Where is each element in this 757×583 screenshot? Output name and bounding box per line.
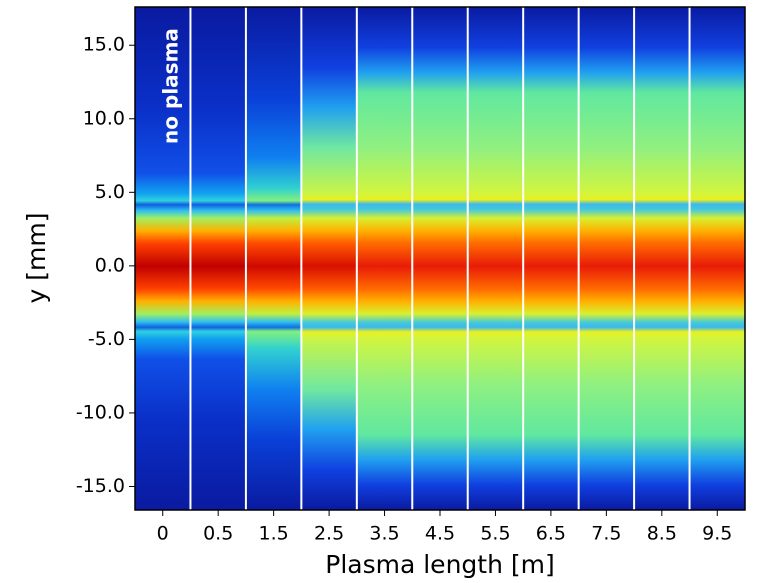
beam-panel — [135, 7, 191, 510]
y-tick-label: 15.0 — [83, 34, 125, 56]
x-tick-label: 8.5 — [647, 523, 677, 545]
panels — [135, 7, 745, 510]
x-tick-label: 1.5 — [259, 523, 289, 545]
x-tick-label: 4.5 — [425, 523, 455, 545]
y-tick-label: -15.0 — [76, 475, 125, 497]
y-axis-label: y [mm] — [22, 213, 51, 304]
x-tick-label: 6.5 — [536, 523, 566, 545]
beam-panel — [301, 7, 357, 510]
beam-panel — [356, 7, 413, 510]
beam-panel — [190, 7, 246, 510]
beam-panel — [245, 7, 302, 510]
x-tick-label: 0 — [157, 523, 169, 545]
beam-panel — [689, 7, 745, 510]
y-tick-label: 5.0 — [95, 181, 125, 203]
beam-panel — [634, 7, 690, 510]
beam-panel — [578, 7, 635, 510]
y-tick-label: 10.0 — [83, 107, 125, 129]
y-tick-label: -5.0 — [88, 328, 125, 350]
annotation: no plasma — [159, 28, 183, 144]
x-tick-label: 2.5 — [314, 523, 344, 545]
x-axis-label: Plasma length [m] — [325, 550, 554, 579]
beam-panel — [523, 7, 579, 510]
x-tick-label: 3.5 — [369, 523, 399, 545]
beam-panel — [467, 7, 524, 510]
y-tick-label: -10.0 — [76, 401, 125, 423]
x-tick-label: 5.5 — [480, 523, 510, 545]
y-tick-label: 0.0 — [95, 254, 125, 276]
x-tick-label: 7.5 — [591, 523, 621, 545]
beam-panel — [412, 7, 468, 510]
x-tick-label: 0.5 — [203, 523, 233, 545]
x-tick-label: 9.5 — [702, 523, 732, 545]
